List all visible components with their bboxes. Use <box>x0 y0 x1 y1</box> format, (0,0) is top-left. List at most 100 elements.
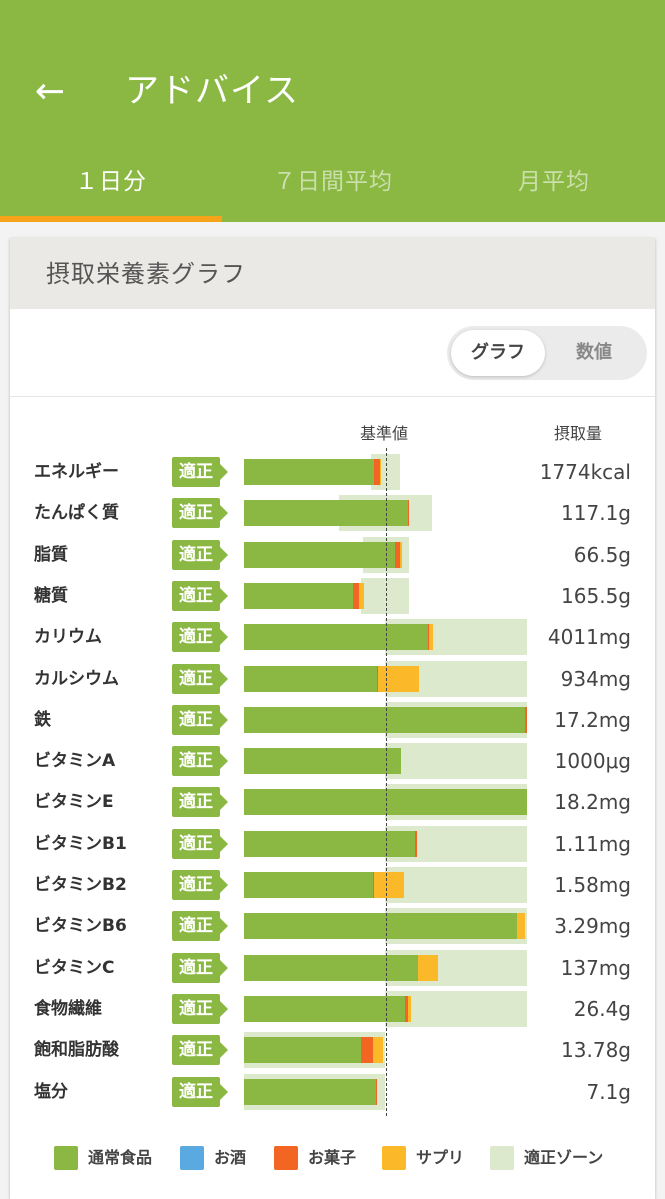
legend-swatch <box>180 1146 204 1170</box>
bar-segment-snack <box>395 541 400 568</box>
nutrient-row: カリウム 適正 4011mg <box>10 619 655 656</box>
intake-value: 137mg <box>560 955 631 980</box>
bar-segment-normal-food <box>244 1037 362 1064</box>
nutrient-label: 鉄 <box>34 709 51 730</box>
nutrient-row: ビタミンB6 適正 3.29mg <box>10 908 655 945</box>
nutrient-row: ビタミンB1 適正 1.11mg <box>10 825 655 862</box>
nutrient-graph-card: 摂取栄養素グラフ グラフ 数値 基準値 摂取量 エネルギー 適正 1774kcal た… <box>10 238 655 1199</box>
recommended-zone <box>385 867 527 903</box>
intake-value: 1774kcal <box>539 460 631 484</box>
bar-segment-normal-food <box>244 954 418 981</box>
bar-segment-normal-food <box>244 830 416 857</box>
bar-segment-normal-food <box>244 995 406 1022</box>
nutrient-row: エネルギー 適正 1774kcal <box>10 454 655 490</box>
app-bar: ← アドバイス １日分 ７日間平均 月平均 <box>0 0 665 222</box>
status-badge: 適正 <box>172 1035 228 1066</box>
legend-swatch <box>490 1146 514 1170</box>
status-badge: 適正 <box>172 580 228 611</box>
bar-segment-snack <box>375 1078 377 1105</box>
nutrient-label: 塩分 <box>34 1081 68 1102</box>
bar-segment-snack <box>427 624 430 651</box>
view-toggle: グラフ 数値 <box>447 326 647 380</box>
card-title: 摂取栄養素グラフ <box>46 260 246 288</box>
bar-segment-normal-food <box>244 913 517 940</box>
bar-segment-normal-food <box>244 789 527 816</box>
legend-label: サプリ <box>416 1148 465 1167</box>
intake-value: 7.1g <box>586 1079 631 1104</box>
bar-segment-snack <box>405 995 408 1022</box>
toggle-numeric-button[interactable]: 数値 <box>576 342 612 363</box>
status-badge: 適正 <box>172 498 228 529</box>
status-badge: 適正 <box>172 622 228 653</box>
bar-segment-snack <box>372 872 375 898</box>
baseline-marker <box>386 448 387 1116</box>
status-badge: 適正 <box>172 911 228 942</box>
intake-value: 3.29mg <box>554 914 631 939</box>
nutrient-row: カルシウム 適正 934mg <box>10 660 655 697</box>
nutrient-row: 食物繊維 適正 26.4g <box>10 990 655 1027</box>
status-badge: 適正 <box>172 993 228 1024</box>
legend: 通常食品 お酒 お菓子 サプリ 適正ゾーン <box>10 1143 655 1173</box>
legend-label: 適正ゾーン <box>524 1148 604 1167</box>
bar-segment-normal-food <box>244 624 428 651</box>
nutrient-label: 飽和脂肪酸 <box>34 1040 119 1061</box>
nutrient-label: ビタミンA <box>34 751 116 772</box>
status-badge: 適正 <box>172 704 228 735</box>
recommended-zone <box>385 743 527 780</box>
nutrient-label: 脂質 <box>34 544 68 565</box>
bar-segment-snack <box>361 1037 373 1064</box>
bar-segment-supplement <box>399 541 403 568</box>
intake-value: 13.78g <box>561 1038 631 1063</box>
bar-segment-supplement <box>408 995 411 1022</box>
intake-value: 934mg <box>560 666 631 691</box>
bar-segment-snack <box>376 665 379 692</box>
tab-7day-average[interactable]: ７日間平均 <box>273 169 393 195</box>
bar-segment-supplement <box>358 582 365 609</box>
legend-swatch <box>274 1146 298 1170</box>
status-badge: 適正 <box>172 746 228 777</box>
status-badge: 適正 <box>172 1076 228 1107</box>
status-badge: 適正 <box>172 787 228 818</box>
status-badge: 適正 <box>172 828 228 859</box>
legend-label: お酒 <box>214 1148 247 1167</box>
intake-column-header: 摂取量 <box>554 424 603 443</box>
tab-monthly-average[interactable]: 月平均 <box>518 169 590 195</box>
status-badge: 適正 <box>172 870 228 900</box>
tab-daily[interactable]: １日分 <box>75 169 147 195</box>
page-title: アドバイス <box>125 71 299 111</box>
toggle-graph-button[interactable]: グラフ <box>451 330 545 376</box>
intake-value: 1.58mg <box>554 873 631 897</box>
bar-segment-snack <box>374 459 380 485</box>
bar-segment-normal-food <box>244 872 373 898</box>
legend-label: お菓子 <box>308 1148 357 1167</box>
nutrient-row: たんぱく質 適正 117.1g <box>10 495 655 532</box>
bar-segment-normal-food <box>244 500 409 527</box>
nutrient-row: ビタミンB2 適正 1.58mg <box>10 867 655 903</box>
baseline-column-header: 基準値 <box>360 424 409 443</box>
back-arrow-icon[interactable]: ← <box>34 71 66 112</box>
bar-segment-snack <box>352 582 359 609</box>
legend-swatch <box>54 1146 78 1170</box>
nutrient-label: エネルギー <box>34 462 119 482</box>
nutrient-label: ビタミンB1 <box>34 833 127 854</box>
nutrient-row: 鉄 適正 17.2mg <box>10 701 655 738</box>
legend-swatch <box>382 1146 406 1170</box>
nutrient-label: ビタミンE <box>34 792 114 813</box>
nutrient-label: カリウム <box>34 627 102 648</box>
intake-value: 18.2mg <box>554 790 631 815</box>
nutrient-label: 糖質 <box>34 585 68 606</box>
status-badge: 適正 <box>172 663 228 694</box>
nutrient-label: たんぱく質 <box>34 503 119 524</box>
bar-segment-normal-food <box>244 582 353 609</box>
nutrient-row: 糖質 適正 165.5g <box>10 577 655 614</box>
nutrient-row: ビタミンC 適正 137mg <box>10 949 655 986</box>
nutrient-row: 塩分 適正 7.1g <box>10 1073 655 1110</box>
bar-segment-supplement <box>429 624 434 651</box>
bar-segment-normal-food <box>244 748 401 775</box>
intake-value: 1.11mg <box>554 831 631 856</box>
nutrient-row: ビタミンE 適正 18.2mg <box>10 784 655 821</box>
bar-segment-supplement <box>372 1037 383 1064</box>
nutrient-label: 食物繊維 <box>34 998 102 1019</box>
bar-segment-supplement <box>379 459 382 485</box>
intake-value: 26.4g <box>573 996 631 1021</box>
